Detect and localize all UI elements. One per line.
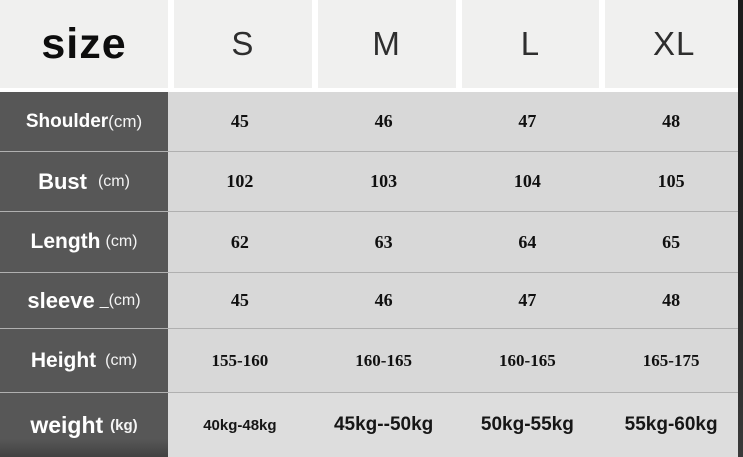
table-row-weight: weight (kg) 40kg-48kg 45kg--50kg 50kg-55… — [0, 392, 743, 457]
table-row-height: Height (cm) 155-160 160-165 160-165 165-… — [0, 328, 743, 392]
value-cell: 105 — [599, 152, 743, 211]
row-label: Height — [30, 348, 97, 372]
row-unit: (cm) — [97, 172, 130, 190]
row-unit: (cm) — [105, 351, 138, 369]
row-label: Shoulder — [25, 110, 109, 132]
row-unit: (cm) — [108, 111, 143, 131]
row-label: Length — [30, 230, 101, 253]
size-title: size — [41, 19, 127, 68]
row-label-cell: Height (cm) — [0, 329, 168, 392]
value-cell: 45 — [168, 273, 312, 328]
value-cell: 102 — [168, 152, 312, 211]
table-row-bust: Bust (cm) 102 103 104 105 — [0, 151, 743, 211]
value-cell: 103 — [311, 152, 456, 211]
value-cell: 63 — [311, 212, 456, 272]
column-header-m: M — [317, 0, 456, 88]
value-cell: 165-175 — [599, 329, 743, 392]
value-cell: 40kg-48kg — [168, 393, 312, 457]
size-header-cell: size — [0, 0, 168, 88]
row-label: weight — [30, 411, 104, 438]
column-header-xl: XL — [605, 0, 743, 88]
row-label: sleeve — [27, 287, 95, 313]
column-header-l: L — [461, 0, 600, 88]
table-body: Shoulder (cm) 45 46 47 48 Bust (cm) 102 … — [0, 92, 743, 457]
value-cell: 104 — [455, 152, 600, 211]
row-unit: (cm) — [105, 233, 138, 250]
table-row-length: Length (cm) 62 63 64 65 — [0, 211, 743, 272]
value-cell: 47 — [455, 92, 600, 151]
row-label-cell: Length (cm) — [0, 212, 168, 272]
value-cell: 160-165 — [311, 329, 456, 392]
column-header-label: L — [520, 25, 541, 62]
row-unit: (kg) — [110, 416, 138, 434]
row-label-cell: sleeve _(cm) — [0, 273, 168, 328]
value-cell: 47 — [455, 273, 600, 328]
row-label-cell: Shoulder (cm) — [0, 92, 168, 151]
table-row-sleeve: sleeve _(cm) 45 46 47 48 — [0, 272, 743, 328]
value-cell: 155-160 — [168, 329, 312, 392]
row-label: Bust — [38, 168, 87, 194]
column-header-label: XL — [652, 25, 696, 62]
table-row-shoulder: Shoulder (cm) 45 46 47 48 — [0, 92, 743, 151]
value-cell: 45 — [168, 92, 312, 151]
value-cell: 64 — [455, 212, 600, 272]
value-cell: 50kg-55kg — [455, 393, 600, 457]
value-cell: 160-165 — [455, 329, 600, 392]
value-cell: 46 — [311, 92, 456, 151]
table-header-row: size S M L XL — [0, 0, 743, 88]
column-header-label: S — [231, 25, 255, 62]
row-label-cell: weight (kg) — [0, 393, 168, 457]
photo-edge-strip — [738, 0, 743, 457]
row-unit: _(cm) — [99, 291, 141, 309]
value-cell: 48 — [599, 92, 743, 151]
column-header-s: S — [174, 0, 312, 88]
value-cell: 55kg-60kg — [599, 393, 743, 457]
value-cell: 46 — [311, 273, 456, 328]
row-label-cell: Bust (cm) — [0, 152, 168, 211]
value-cell: 62 — [168, 212, 312, 272]
column-header-label: M — [372, 25, 401, 62]
value-cell: 48 — [599, 273, 743, 328]
value-cell: 45kg--50kg — [311, 393, 456, 457]
value-cell: 65 — [599, 212, 743, 272]
